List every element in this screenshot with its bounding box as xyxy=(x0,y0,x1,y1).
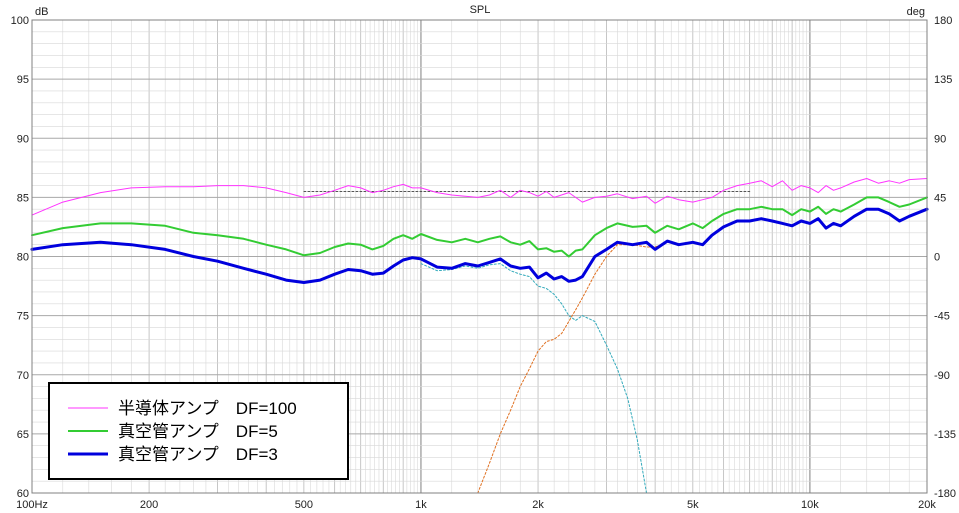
grid xyxy=(32,20,927,493)
y-tick-label-right: 135 xyxy=(934,74,952,86)
series-line-4 xyxy=(477,241,694,494)
x-tick-label: 5k xyxy=(687,499,699,511)
series-line-0 xyxy=(31,178,928,216)
legend-label: 真空管アンプ DF=5 xyxy=(118,422,278,441)
x-tick-label: 1k xyxy=(415,499,427,511)
y-tick-label-right: 180 xyxy=(934,15,952,27)
series-line-1 xyxy=(31,196,928,258)
x-tick-label: 20k xyxy=(918,499,936,511)
y-tick-label-right: -135 xyxy=(934,429,956,441)
series-line-3 xyxy=(420,263,647,494)
y-tick-label-left: 95 xyxy=(17,74,29,86)
x-tick-label: 200 xyxy=(140,499,158,511)
chart-title: SPL xyxy=(470,4,491,16)
y-tick-label-right: 45 xyxy=(934,192,946,204)
legend: 半導体アンプ DF=100 真空管アンプ DF=5 真空管アンプ DF=3 xyxy=(48,382,349,480)
legend-label: 半導体アンプ DF=100 xyxy=(118,399,297,418)
y-tick-label-left: 80 xyxy=(17,252,29,264)
y-tick-label-right: -180 xyxy=(934,488,956,500)
plot-frame xyxy=(31,19,928,494)
x-tick-label: 100Hz xyxy=(16,499,48,511)
x-tick-label: 10k xyxy=(801,499,819,511)
y-tick-label-left: 100 xyxy=(11,15,29,27)
y-tick-label-left: 60 xyxy=(17,488,29,500)
y-axis-unit-right: deg xyxy=(907,6,925,18)
x-tick-label: 500 xyxy=(295,499,313,511)
y-tick-label-left: 85 xyxy=(17,192,29,204)
y-tick-label-right: 90 xyxy=(934,133,946,145)
series-group xyxy=(30,178,929,494)
legend-label: 真空管アンプ DF=3 xyxy=(118,445,278,464)
y-tick-label-left: 70 xyxy=(17,370,29,382)
y-tick-label-left: 65 xyxy=(17,429,29,441)
axis-ticks: 100Hz 200 500 1k 2k 5k 10k 20k 60 65 70 75 80 85 90 95 1… xyxy=(11,15,956,511)
y-tick-label-left: 90 xyxy=(17,133,29,145)
series-line-2 xyxy=(30,207,929,284)
y-tick-label-right: -45 xyxy=(934,311,950,323)
y-tick-label-right: -90 xyxy=(934,370,950,382)
y-tick-label-right: 0 xyxy=(934,252,940,264)
y-axis-unit-left: dB xyxy=(35,6,48,18)
y-tick-label-left: 75 xyxy=(17,311,29,323)
x-tick-label: 2k xyxy=(532,499,544,511)
